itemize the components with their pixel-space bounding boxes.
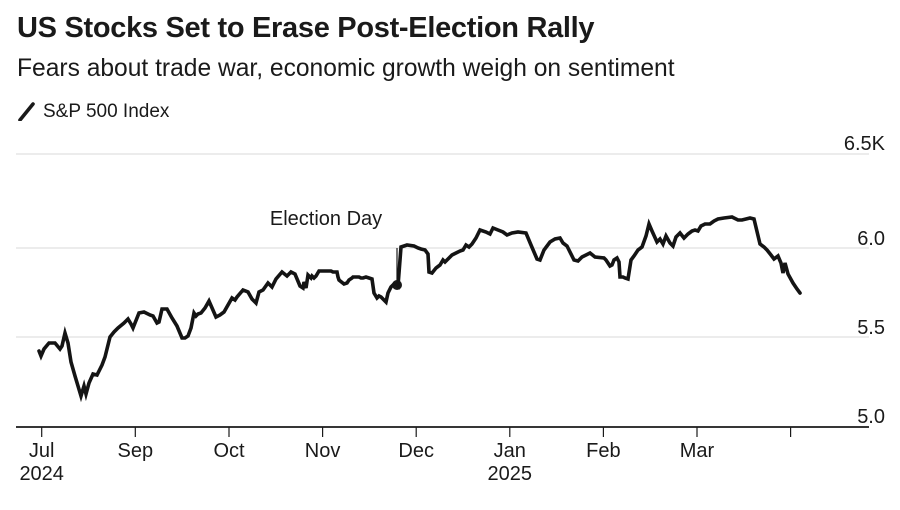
svg-text:6.5K: 6.5K <box>844 133 886 155</box>
svg-text:Jul: Jul <box>29 440 55 462</box>
svg-text:Jan: Jan <box>494 440 526 462</box>
svg-text:Oct: Oct <box>213 440 245 462</box>
svg-text:6.0: 6.0 <box>857 228 885 250</box>
svg-text:Sep: Sep <box>118 440 154 462</box>
svg-text:Feb: Feb <box>586 440 620 462</box>
svg-text:Mar: Mar <box>680 440 715 462</box>
svg-text:Dec: Dec <box>398 440 434 462</box>
svg-text:2024: 2024 <box>19 463 64 485</box>
svg-text:Nov: Nov <box>305 440 341 462</box>
svg-text:2025: 2025 <box>488 463 533 485</box>
svg-text:Election Day: Election Day <box>270 208 382 230</box>
svg-text:5.5: 5.5 <box>857 317 885 339</box>
svg-text:5.0: 5.0 <box>857 406 885 428</box>
